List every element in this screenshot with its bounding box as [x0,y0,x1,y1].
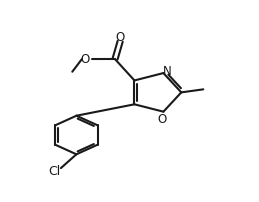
Text: O: O [157,113,167,126]
Text: O: O [116,31,125,43]
Text: N: N [163,64,171,77]
Text: Cl: Cl [48,164,61,177]
Text: O: O [81,53,90,66]
